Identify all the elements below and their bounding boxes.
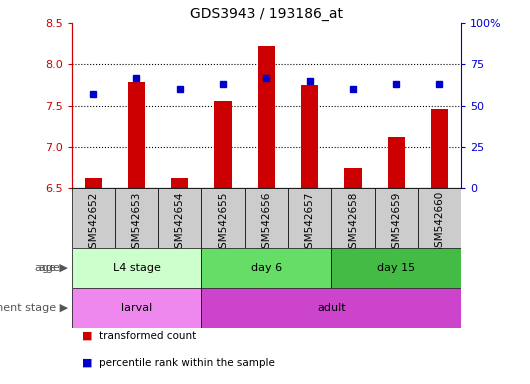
Text: GSM542660: GSM542660 [435,191,445,254]
Bar [72,248,201,288]
Text: L4 stage: L4 stage [112,263,161,273]
Bar [288,188,331,248]
Bar [431,109,448,188]
Bar [214,101,232,188]
Text: day 6: day 6 [251,263,282,273]
Text: age ▶: age ▶ [35,263,68,273]
Text: adult: adult [317,303,346,313]
Text: GSM542655: GSM542655 [218,191,228,255]
Text: development stage ▶: development stage ▶ [0,303,68,313]
Bar [171,178,189,188]
Bar [72,288,201,328]
Text: percentile rank within the sample: percentile rank within the sample [99,358,275,368]
Text: GSM542659: GSM542659 [391,191,401,255]
Text: GSM542657: GSM542657 [305,191,315,255]
Bar [245,188,288,248]
Bar [72,188,115,248]
Text: day 15: day 15 [377,263,415,273]
Bar [344,167,361,188]
Text: GSM542656: GSM542656 [261,191,271,255]
Title: GDS3943 / 193186_at: GDS3943 / 193186_at [190,7,343,21]
Bar [128,83,145,188]
Bar [201,248,331,288]
Bar [375,188,418,248]
Bar [85,178,102,188]
Text: transformed count: transformed count [99,331,196,341]
Bar [387,137,405,188]
Text: ■: ■ [82,358,93,368]
Text: larval: larval [121,303,152,313]
Text: GSM542654: GSM542654 [175,191,185,255]
Bar [301,85,318,188]
Text: age: age [39,263,64,273]
Text: ■: ■ [82,331,93,341]
Bar [158,188,201,248]
Text: GSM542652: GSM542652 [88,191,98,255]
Bar [331,248,461,288]
Text: GSM542653: GSM542653 [131,191,142,255]
Bar [331,188,375,248]
Bar [418,188,461,248]
Bar [115,188,158,248]
Text: GSM542658: GSM542658 [348,191,358,255]
Bar [201,288,461,328]
Bar [258,46,275,188]
Bar [201,188,245,248]
